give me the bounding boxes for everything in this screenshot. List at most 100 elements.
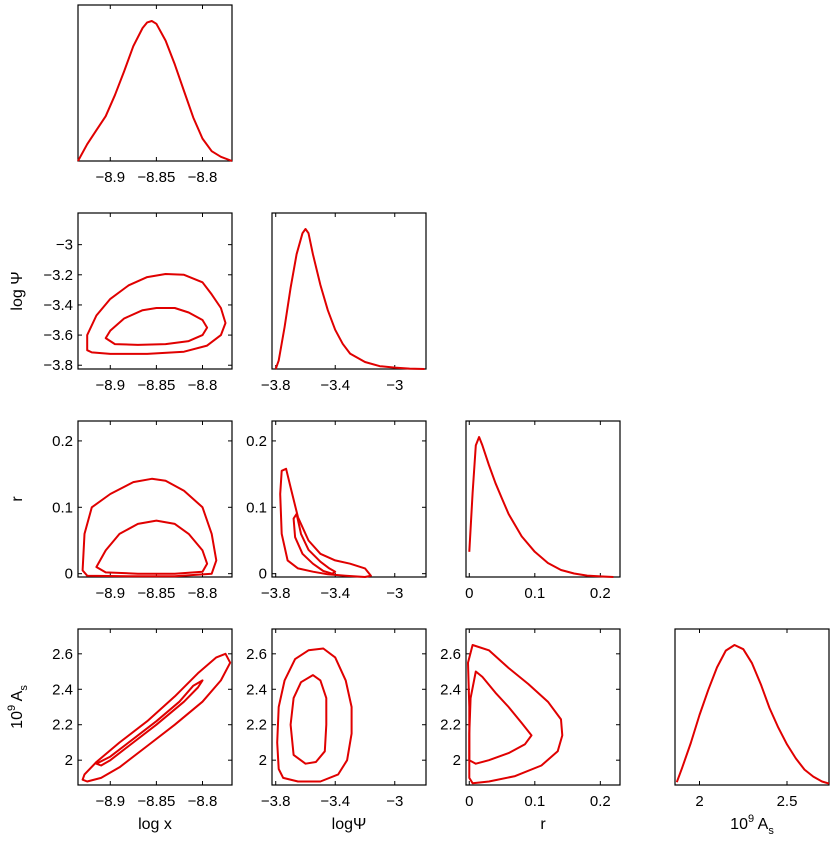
x-axis-label: r — [540, 816, 546, 833]
contour-95pct — [279, 467, 372, 578]
x-tick-label: 2.5 — [777, 793, 798, 810]
y-tick-label: −3 — [56, 237, 73, 254]
x-axis-label: log x — [138, 816, 172, 833]
y-axis-label-text: r — [9, 496, 26, 502]
panel-frame — [77, 628, 233, 786]
contour-95pct — [276, 647, 353, 783]
x-axis-label-text: 10 — [730, 816, 748, 833]
panel-log_x-vs-As: −8.9 −8.85 −8.8 2 2.2 2.4 2.6 109 As log x — [6, 628, 233, 833]
x-axis-label-text: r — [540, 816, 546, 833]
x-tick-label: 0 — [465, 585, 473, 602]
x-tick-label: 0.1 — [524, 793, 545, 810]
panel-frame — [674, 628, 830, 786]
y-tick-label: 0.1 — [52, 499, 73, 516]
panel-log_psi-marginal: −3.8 −3.4 −3 — [261, 212, 427, 394]
x-axis-label-sub: s — [768, 825, 774, 837]
x-tick-label: −3.4 — [320, 377, 350, 394]
y-tick-label: 2.4 — [246, 681, 267, 698]
panel-frame — [271, 212, 427, 370]
y-tick-label: 2 — [453, 752, 461, 769]
x-tick-label: −3 — [386, 377, 403, 394]
panel-log_x-vs-r: −8.9 −8.85 −8.8 0 0.1 0.2 r — [9, 420, 233, 602]
y-axis-label: log Ψ — [9, 271, 26, 310]
y-axis-label-tail: A — [9, 690, 26, 705]
x-tick-label: 0 — [465, 793, 473, 810]
contour-68pct — [289, 674, 328, 765]
x-tick-label: 2 — [695, 793, 703, 810]
x-tick-label: −8.85 — [137, 169, 175, 186]
panel-frame — [465, 628, 621, 786]
y-axis-label-text: log Ψ — [9, 271, 26, 310]
y-tick-label: −3.8 — [43, 357, 73, 374]
y-tick-label: 0 — [65, 566, 73, 583]
y-tick-label: 0.2 — [246, 433, 267, 450]
y-tick-label: 0.1 — [246, 499, 267, 516]
x-axis-label-sup: 9 — [748, 813, 754, 825]
panel-frame — [77, 4, 233, 162]
x-tick-label: −8.85 — [137, 377, 175, 394]
x-tick-label: −8.8 — [188, 585, 218, 602]
contour-68pct — [95, 519, 209, 575]
x-axis-label-text: logΨ — [332, 816, 367, 833]
contour-68pct — [292, 512, 337, 575]
y-axis-label-text: 10 — [9, 711, 26, 729]
x-axis-label: 109 As — [730, 813, 774, 837]
x-tick-label: −3.4 — [320, 585, 350, 602]
marginal-curve — [675, 644, 830, 785]
x-tick-label: −3.8 — [261, 585, 291, 602]
contour-95pct — [86, 273, 227, 355]
x-axis-label: logΨ — [332, 816, 367, 833]
y-tick-label: −3.4 — [43, 297, 73, 314]
x-tick-label: −3.4 — [320, 793, 350, 810]
contour-68pct — [95, 679, 204, 767]
panel-frame — [465, 420, 621, 578]
panel-frame — [271, 628, 427, 786]
x-tick-label: −8.8 — [188, 793, 218, 810]
marginal-curve — [77, 20, 233, 162]
y-axis-label: 109 As — [6, 685, 30, 729]
y-tick-label: 2.2 — [246, 717, 267, 734]
x-tick-label: 0.2 — [590, 793, 611, 810]
x-tick-label: −3 — [386, 793, 403, 810]
contour-68pct — [104, 307, 209, 346]
panel-frame — [77, 212, 233, 370]
panel-frame — [77, 420, 233, 578]
panel-log_x-vs-log_psi: −8.9 −8.85 −8.8 −3.8 −3.6 −3.4 −3.2 −3 log Ψ — [9, 212, 233, 394]
contour-95pct — [81, 652, 232, 783]
x-tick-label: −8.85 — [137, 585, 175, 602]
y-tick-label: 0 — [259, 566, 267, 583]
x-tick-label: −8.9 — [95, 585, 125, 602]
y-tick-label: 2.6 — [440, 646, 461, 663]
x-tick-label: −8.9 — [95, 169, 125, 186]
y-axis-label: r — [9, 496, 26, 502]
panel-frame — [271, 420, 427, 578]
x-tick-label: 0.2 — [590, 585, 611, 602]
y-tick-label: 2.6 — [246, 646, 267, 663]
x-tick-label: −8.8 — [188, 169, 218, 186]
contour-95pct — [81, 477, 218, 578]
y-tick-label: 2 — [259, 752, 267, 769]
y-axis-label-sub: s — [18, 685, 30, 691]
x-tick-label: −8.8 — [188, 377, 218, 394]
y-tick-label: 2.4 — [440, 681, 461, 698]
y-tick-label: −3.2 — [43, 267, 73, 284]
y-tick-label: 0.2 — [52, 433, 73, 450]
contour-95pct — [467, 644, 564, 785]
x-tick-label: −8.9 — [95, 793, 125, 810]
x-axis-label-tail: A — [754, 816, 769, 833]
panel-log_x-marginal: −8.9 −8.85 −8.8 — [77, 4, 233, 186]
y-tick-label: 2 — [65, 752, 73, 769]
x-axis-label-text: log x — [138, 816, 172, 833]
panel-r-marginal: 0 0.1 0.2 — [465, 420, 621, 602]
y-axis-label-sup: 9 — [6, 705, 18, 711]
panel-r-vs-As: 0 0.1 0.2 2 2.2 2.4 2.6 r — [440, 628, 621, 833]
x-tick-label: 0.1 — [524, 585, 545, 602]
panel-log_psi-vs-As: −3.8 −3.4 −3 2 2.2 2.4 2.6 logΨ — [246, 628, 427, 833]
x-tick-label: −3 — [386, 585, 403, 602]
panel-log_psi-vs-r: −3.8 −3.4 −3 0 0.1 0.2 — [246, 420, 427, 602]
contour-68pct — [468, 670, 533, 765]
x-tick-label: −3.8 — [261, 377, 291, 394]
y-tick-label: 2.2 — [440, 717, 461, 734]
